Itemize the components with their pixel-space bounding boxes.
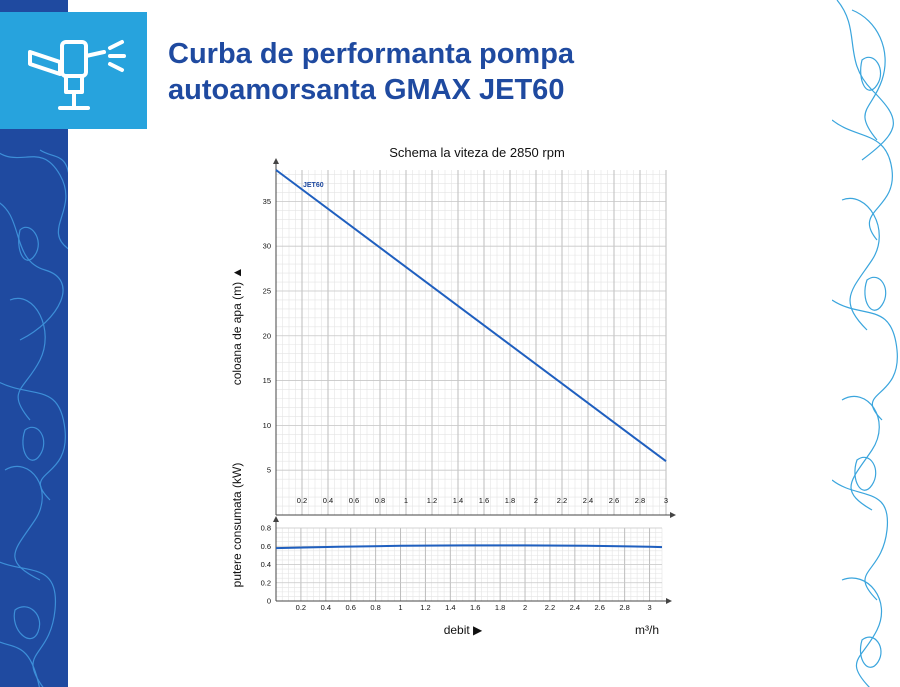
x-tick-label: 0.4 — [321, 603, 331, 612]
x-tick-label: 0.4 — [323, 496, 333, 505]
x-tick-label: 1.4 — [453, 496, 463, 505]
x-tick-label: 2.8 — [635, 496, 645, 505]
x-tick-label: 1.6 — [479, 496, 489, 505]
x-tick-label: 2.2 — [557, 496, 567, 505]
x-tick-label: 3 — [647, 603, 651, 612]
y-tick-label: 35 — [263, 197, 271, 206]
x-tick-label: 1.2 — [427, 496, 437, 505]
y-tick-label: 20 — [263, 331, 271, 340]
x-tick-label: 2.4 — [570, 603, 580, 612]
y-tick-label: 0.2 — [261, 578, 271, 587]
y-tick-label: 0.4 — [261, 560, 271, 569]
chart-title: Schema la viteza de 2850 rpm — [389, 145, 565, 160]
x-tick-label: 2.2 — [545, 603, 555, 612]
x-tick-label: 0.6 — [349, 496, 359, 505]
x-tick-label: 2 — [523, 603, 527, 612]
sprinkler-icon — [28, 40, 126, 110]
x-tick-label: 2.4 — [583, 496, 593, 505]
x-tick-label: 1 — [404, 496, 408, 505]
x-axis-arrow — [670, 512, 676, 518]
right-topo-band — [832, 0, 900, 687]
x-tick-label: 1.4 — [445, 603, 455, 612]
x-axis-unit: m³/h — [635, 623, 659, 637]
y-tick-label: 0 — [267, 597, 271, 606]
x-tick-label: 0.2 — [296, 603, 306, 612]
x-tick-label: 0.6 — [345, 603, 355, 612]
x-tick-label: 2 — [534, 496, 538, 505]
y-tick-label: 0.6 — [261, 542, 271, 551]
x-tick-label: 0.8 — [370, 603, 380, 612]
series-line — [275, 169, 667, 463]
x-tick-label: 2.8 — [619, 603, 629, 612]
x-tick-label: 1.2 — [420, 603, 430, 612]
y-tick-label: 5 — [267, 466, 271, 475]
x-tick-label: 0.8 — [375, 496, 385, 505]
x-tick-label: 1.8 — [505, 496, 515, 505]
x-tick-label: 3 — [664, 496, 668, 505]
series-line — [275, 544, 663, 550]
series-label: JET60 — [303, 182, 324, 189]
x-tick-label: 1.8 — [495, 603, 505, 612]
sprinkler-icon-box — [0, 12, 147, 129]
x-tick-label: 2.6 — [595, 603, 605, 612]
x-axis-label: debit ▶ — [444, 623, 483, 637]
x-axis-arrow — [666, 598, 672, 604]
page-title: Curba de performanta pompa autoamorsanta… — [168, 38, 575, 106]
left-topo-pattern — [0, 149, 68, 687]
x-tick-label: 1.6 — [470, 603, 480, 612]
y-tick-label: 0.8 — [261, 524, 271, 533]
y-axis-label-power: putere consumata (kW) — [230, 463, 244, 588]
power-curve-plot: 0.2 0.4 0.6 0.8 1 1.2 1.4 1.6 1.8 2 2.2 2.4 2.6 2.8 3 0… — [261, 516, 672, 612]
y-tick-label: 30 — [263, 242, 271, 251]
head-curve-plot: 0.2 0.4 0.6 0.8 1 1.2 1.4 1.6 1.8 2 2.2 2.4 2.6 2.8 35… — [263, 158, 676, 518]
y-tick-label: 15 — [263, 376, 271, 385]
right-topo-pattern — [832, 0, 898, 687]
x-tick-label: 2.6 — [609, 496, 619, 505]
y-tick-label: 25 — [263, 286, 271, 295]
y-tick-label: 10 — [263, 421, 271, 430]
x-tick-label: 0.2 — [297, 496, 307, 505]
y-axis-arrow — [273, 516, 279, 522]
y-axis-arrow — [273, 158, 279, 164]
x-tick-label: 1 — [398, 603, 402, 612]
y-axis-label-head: coloana de apa (m) ▲ — [230, 267, 244, 386]
